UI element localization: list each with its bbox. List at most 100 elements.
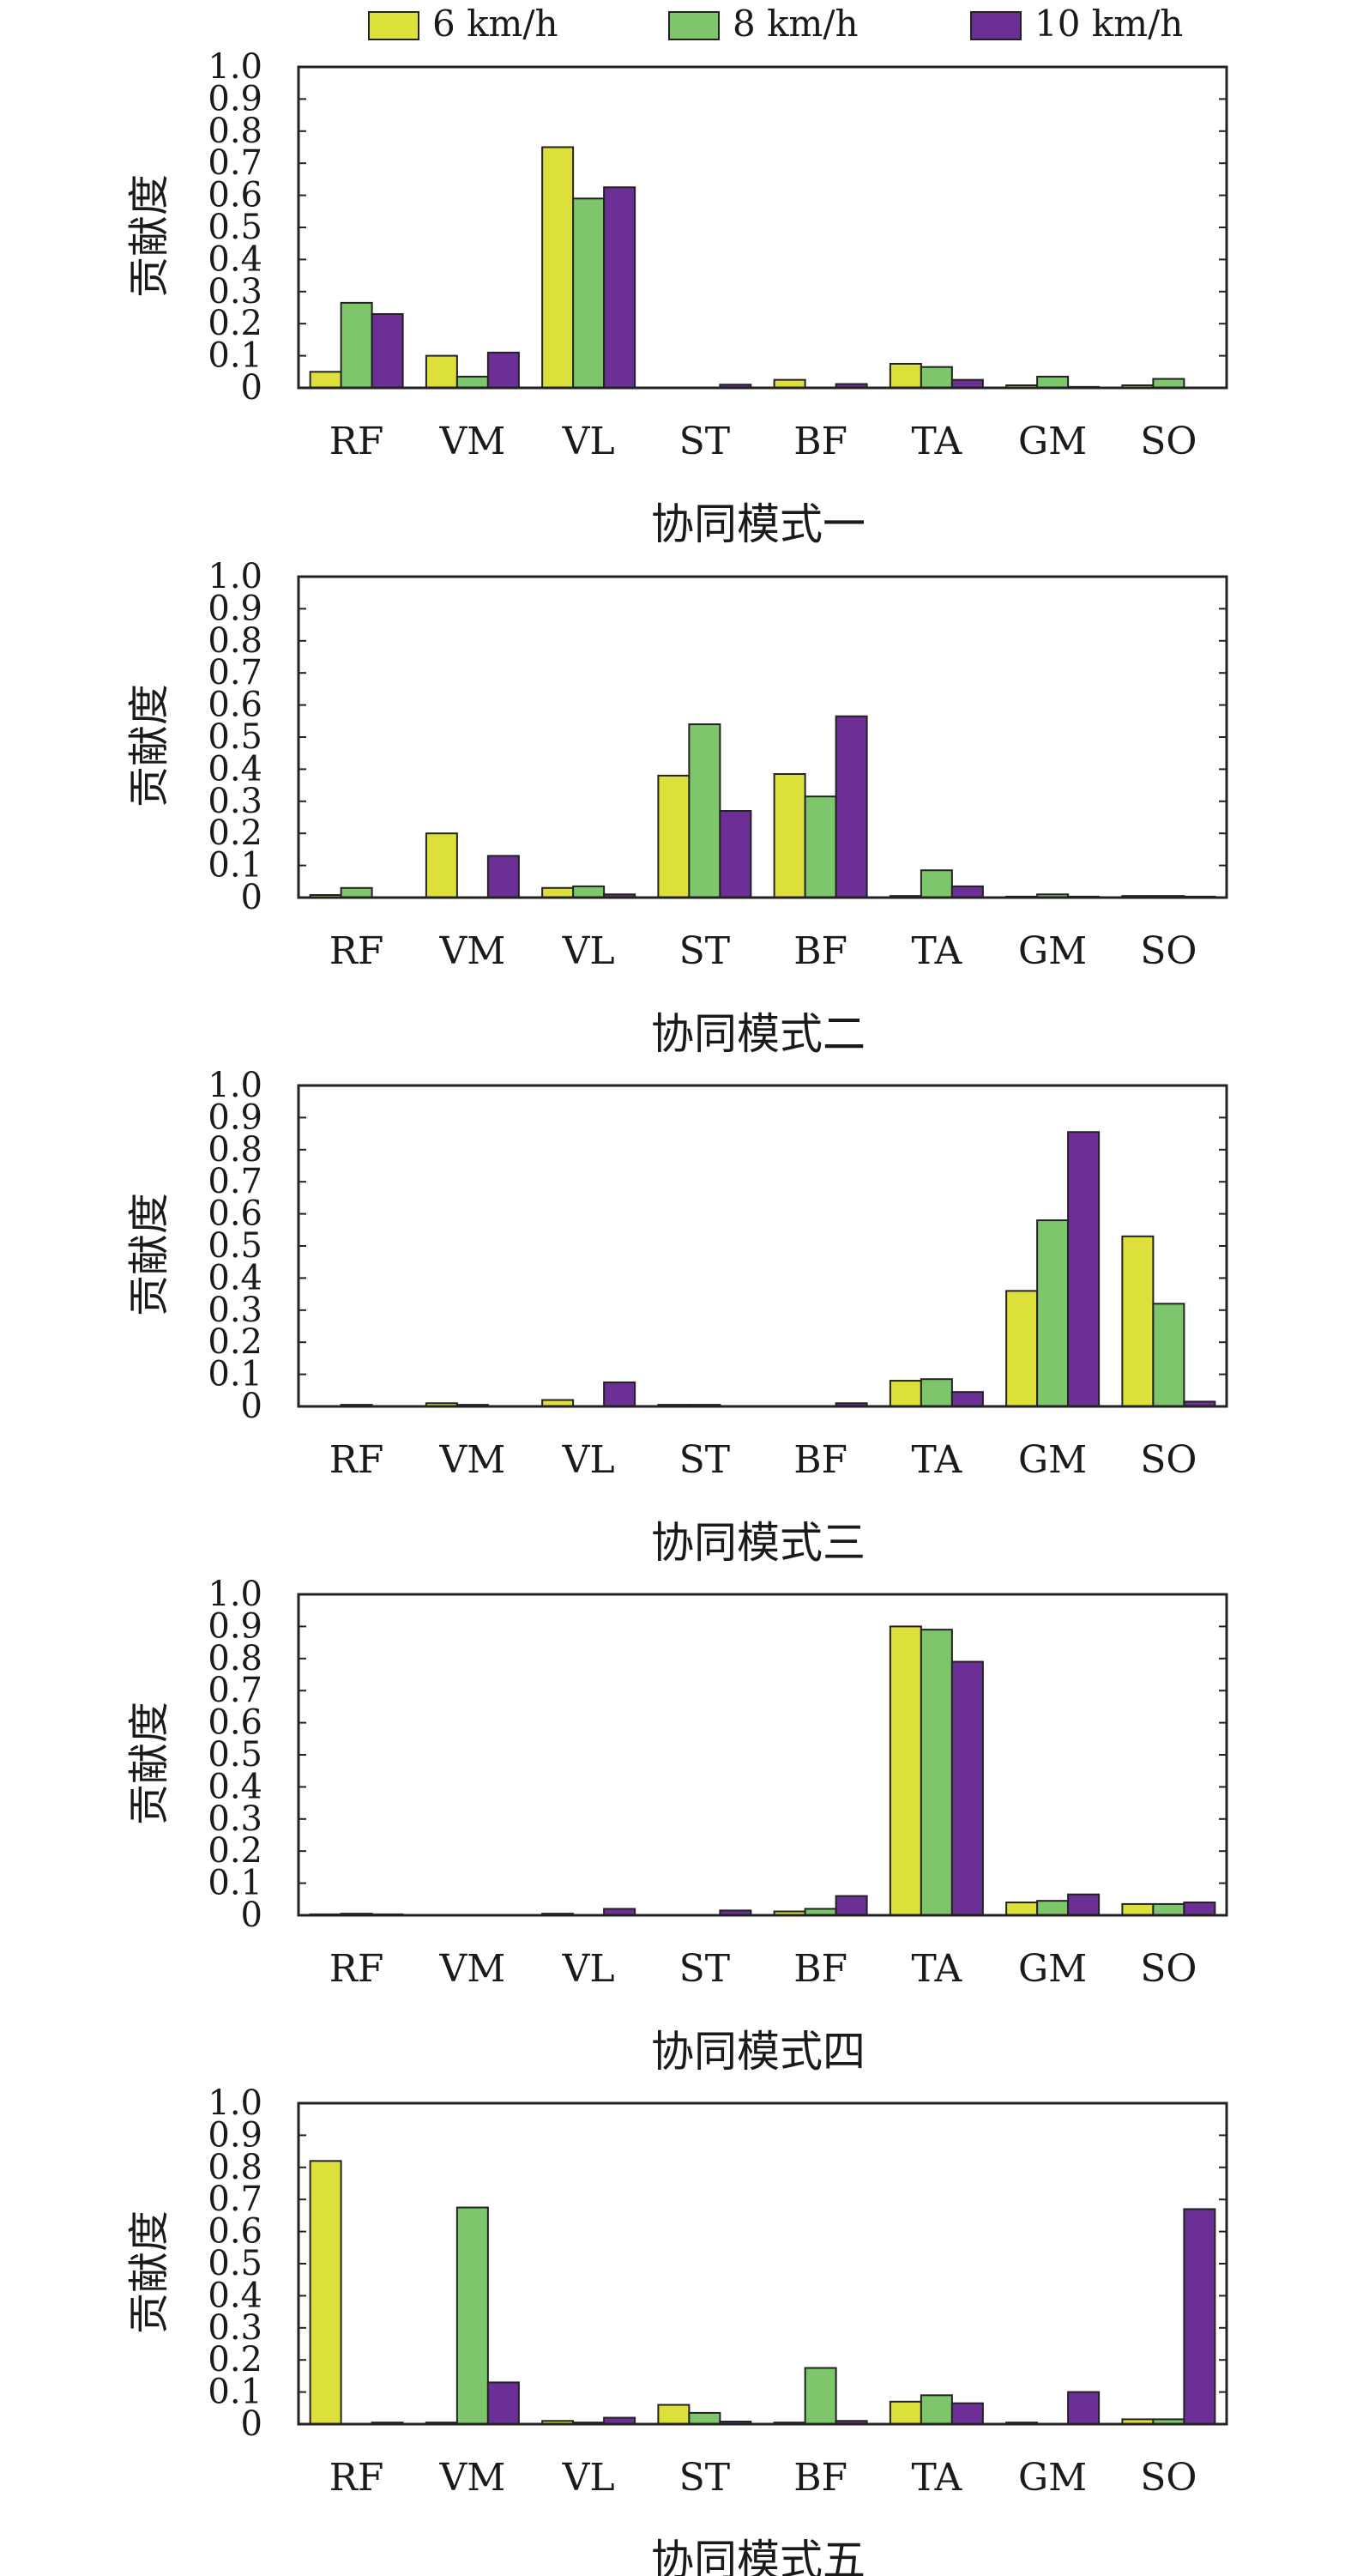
x-tick-label: TA <box>912 1438 963 1482</box>
bar-bf-series-2 <box>804 2367 837 2426</box>
y-tick-label: 0.3 <box>208 1291 262 1330</box>
x-axis-label: 协同模式三 <box>651 1518 865 1568</box>
plot-frame <box>297 1084 1228 1408</box>
bar-bf-series-1 <box>773 773 806 899</box>
y-tick-label: 0.5 <box>208 717 262 757</box>
y-tick-label: 0.8 <box>208 1130 262 1170</box>
x-axis-label: 协同模式五 <box>651 2536 865 2576</box>
bar-gm-series-1 <box>1005 1902 1039 1917</box>
x-tick-label: GM <box>1018 420 1087 463</box>
bar-ta-series-2 <box>920 869 953 899</box>
bar-ta-series-2 <box>920 366 953 390</box>
y-tick-label: 0.9 <box>208 2115 262 2155</box>
legend-label-1: 8 km/h <box>733 3 859 45</box>
bar-rf-series-1 <box>309 2160 342 2426</box>
bar-vl-series-2 <box>572 885 606 899</box>
y-tick-label: 1.0 <box>208 1575 262 1614</box>
bar-vl-series-3 <box>603 186 636 389</box>
bar-st-series-2 <box>688 2411 721 2425</box>
bar-gm-series-3 <box>1067 2391 1101 2426</box>
x-axis-label: 协同模式二 <box>651 1009 865 1059</box>
y-tick-label: 0.7 <box>208 1162 262 1201</box>
bar-so-series-2 <box>1152 1303 1185 1407</box>
y-tick-label: 0 <box>241 878 262 917</box>
bar-ta-series-3 <box>950 885 984 899</box>
x-tick-label: VM <box>438 420 505 463</box>
x-tick-label: RF <box>329 2456 384 2500</box>
bar-gm-series-3 <box>1067 1131 1101 1407</box>
y-tick-label: 0.7 <box>208 1671 262 1710</box>
y-tick-label: 1.0 <box>208 1066 262 1105</box>
y-tick-label: 0.4 <box>208 749 262 789</box>
x-tick-label: ST <box>679 1438 731 1482</box>
y-tick-label: 0.8 <box>208 2148 262 2187</box>
y-tick-label: 0.8 <box>208 621 262 661</box>
y-tick-label: 0.4 <box>208 1258 262 1297</box>
y-tick-label: 0.8 <box>208 112 262 151</box>
bar-st-series-3 <box>719 810 752 899</box>
plot-frame <box>297 1593 1228 1917</box>
bar-gm-series-2 <box>1036 375 1070 390</box>
bar-ta-series-1 <box>889 362 922 390</box>
x-tick-label: SO <box>1140 1947 1197 1991</box>
y-tick-label: 1.0 <box>208 47 262 87</box>
y-tick-label: 0 <box>241 1896 262 1935</box>
x-tick-label: SO <box>1140 2456 1197 2500</box>
x-tick-label: VL <box>562 929 615 973</box>
y-tick-label: 0 <box>241 2404 262 2444</box>
x-tick-label: ST <box>679 2456 731 2500</box>
bar-vl-series-1 <box>541 886 575 899</box>
bar-gm-series-2 <box>1036 1219 1070 1407</box>
bar-vl-series-2 <box>572 197 606 389</box>
x-tick-label: BF <box>793 929 847 973</box>
y-tick-label: 0 <box>241 368 262 408</box>
chart-2: RF VM VL ST BF TA GM SO00.10.20.30.40.50.60.70.… <box>125 557 1228 1059</box>
bar-bf-series-2 <box>804 795 837 898</box>
legend: 6 km/h 8 km/h 10 km/h <box>368 3 1183 45</box>
bar-so-series-3 <box>1183 2208 1216 2425</box>
bar-so-series-2 <box>1152 1902 1185 1916</box>
bar-vm-series-2 <box>455 375 489 390</box>
bar-so-series-2 <box>1152 378 1185 390</box>
x-tick-label: GM <box>1018 1947 1087 1991</box>
legend-label-0: 6 km/h <box>432 3 558 45</box>
x-tick-label: VL <box>562 420 615 463</box>
bar-vm-series-1 <box>425 832 458 899</box>
bar-st-series-1 <box>657 2404 691 2426</box>
legend-swatch-2 <box>970 11 1022 40</box>
y-tick-label: 0.6 <box>208 1703 262 1743</box>
x-tick-label: TA <box>912 929 963 973</box>
bar-st-series-2 <box>688 723 721 898</box>
y-tick-label: 1.0 <box>208 557 262 596</box>
y-tick-label: 0.9 <box>208 1098 262 1137</box>
y-tick-label: 0.6 <box>208 2212 262 2252</box>
y-tick-label: 0.8 <box>208 1639 262 1678</box>
y-tick-label: 0.1 <box>208 846 262 886</box>
x-tick-label: TA <box>912 1947 963 1991</box>
y-tick-label: 0.7 <box>208 143 262 183</box>
y-tick-label: 0.1 <box>208 1355 262 1394</box>
y-tick-label: 0.3 <box>208 2308 262 2348</box>
y-tick-label: 0.7 <box>208 653 262 692</box>
x-tick-label: RF <box>329 1947 384 1991</box>
bar-so-series-1 <box>1121 1235 1155 1408</box>
y-tick-label: 0.5 <box>208 1226 262 1266</box>
y-tick-label: 0.9 <box>208 79 262 118</box>
x-tick-label: VL <box>562 1438 615 1482</box>
x-tick-label: ST <box>679 929 731 973</box>
bar-ta-series-3 <box>950 1391 984 1408</box>
y-tick-label: 0.9 <box>208 1606 262 1646</box>
plot-frame <box>297 2101 1228 2426</box>
legend-item-0: 6 km/h <box>368 3 558 45</box>
y-tick-label: 0.5 <box>208 1735 262 1775</box>
y-tick-label: 0.4 <box>208 1767 262 1806</box>
x-axis-label: 协同模式一 <box>651 499 865 549</box>
x-tick-label: VM <box>438 1947 505 1991</box>
y-axis-label: 贡献度 <box>125 174 173 298</box>
y-tick-label: 0.6 <box>208 176 262 215</box>
y-tick-label: 0.6 <box>208 1194 262 1234</box>
y-axis-label: 贡献度 <box>125 684 173 807</box>
bar-rf-series-3 <box>371 312 404 390</box>
bar-rf-series-2 <box>340 301 373 390</box>
legend-label-2: 10 km/h <box>1034 3 1183 45</box>
